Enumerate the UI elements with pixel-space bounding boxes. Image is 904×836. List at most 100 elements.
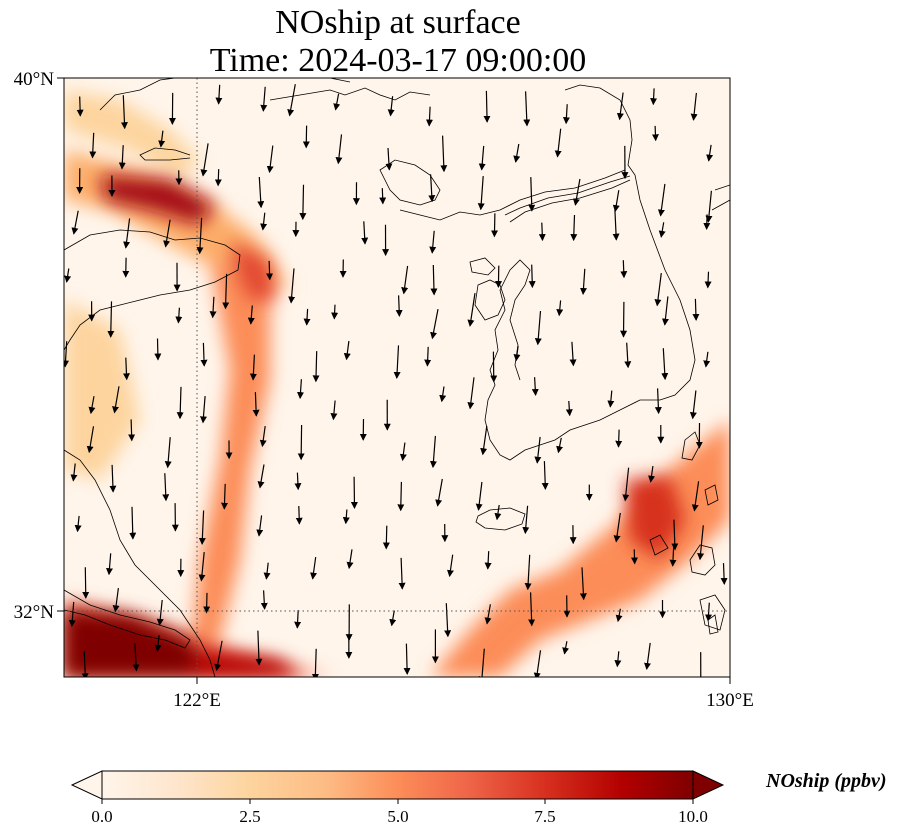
wind-arrow [430,264,438,296]
lat-tick-32N: 32°N [14,602,55,623]
wind-arrow [154,635,162,652]
wind-arrow [690,92,698,121]
wind-arrow [534,310,542,346]
wind-arrow [395,295,403,317]
wind-arrow [214,169,222,187]
wind-arrow [513,143,521,163]
wind-arrow [428,174,436,203]
wind-arrow [570,214,578,242]
wind-arrow [622,467,630,502]
wind-arrow [484,551,492,570]
colorbar-label: NOship (ppbv) [766,770,887,792]
wind-arrow [312,351,320,383]
wind-arrow [288,268,296,304]
colorbar: 0.0 2.5 5.0 7.5 10.0 [70,770,725,826]
colorbar-tick: 10.0 [678,807,708,826]
wind-arrow [562,104,570,125]
wind-arrow [297,379,305,400]
wind-arrow [435,478,443,507]
wind-arrow [260,86,268,112]
wind-arrow [648,466,655,483]
wind-arrow [467,293,476,327]
wind-arrow [266,260,274,281]
wind-arrow [162,473,170,502]
wind-arrow [430,308,439,340]
colorbar-tick: 5.0 [387,807,408,826]
wind-arrow [109,464,117,493]
wind-arrow [614,651,622,668]
wind-arrow [257,176,265,209]
wind-arrow [691,481,700,512]
wind-arrow [88,396,96,415]
wind-arrow [720,563,728,585]
wind-arrow [607,390,615,408]
wind-arrow [528,592,536,627]
concentration-field [64,78,730,677]
wind-arrow [654,273,662,307]
wind-arrow [705,602,712,622]
wind-arrow [697,525,705,561]
wind-arrow [263,562,271,580]
wind-arrow [528,177,536,212]
colorbar-tick: 0.0 [91,807,112,826]
wind-arrow [538,222,546,242]
wind-arrow [156,599,164,626]
wind-arrow [287,84,296,117]
wind-arrow [105,553,113,576]
wind-arrow [572,178,581,206]
wind-arrow [203,592,211,614]
wind-arrow [533,650,542,677]
wind-arrow [703,214,711,230]
wind-arrow [630,549,638,565]
wind-arrow [483,90,491,123]
wind-arrow [128,419,136,442]
wind-arrow [569,341,577,367]
wind-arrow [522,505,530,535]
wind-arrow [654,388,662,415]
wind-arrow [424,346,432,367]
lon-tick-130E: 130°E [706,690,754,711]
axis-ticks [57,77,731,684]
wind-arrow [163,219,171,248]
wind-arrow [439,386,447,403]
wind-arrow [214,640,223,672]
wind-arrow [580,268,587,295]
wind-arrow [565,400,573,417]
wind-arrow [524,554,532,591]
wind-arrow [615,429,623,448]
wind-arrow [64,268,72,283]
wind-arrow [76,96,84,117]
wind-arrow [71,210,79,235]
wind-arrow [705,190,713,223]
wind-arrow [475,481,483,511]
map-time-subtitle: Time: 2024-03-17 09:00:00 [209,42,587,79]
wind-arrow [399,442,407,462]
wind-arrow [401,265,409,295]
wind-arrow [612,190,620,213]
wind-arrow [651,125,659,142]
wind-arrow [446,554,454,578]
wind-arrow [259,426,267,448]
wind-arrow [158,130,166,148]
wind-arrow [669,545,677,567]
colorbar-tick: 2.5 [239,807,260,826]
wind-arrow [467,377,475,410]
colorbar-gradient [101,770,694,800]
gridlines [64,78,730,677]
wind-vectors [64,84,728,677]
wind-arrow [154,338,162,361]
wind-arrow [528,264,536,289]
wind-arrow [661,348,669,381]
plume-core-layer [64,175,685,677]
wind-arrow [200,143,209,177]
wind-arrow [556,437,564,454]
wind-arrow [556,300,564,317]
wind-arrow [297,424,305,461]
wind-arrow [644,642,651,670]
wind-arrow [120,95,128,130]
wind-arrow [123,218,131,249]
wind-arrow [82,567,90,599]
wind-arrow [255,630,263,666]
wind-arrow [661,296,669,326]
wind-arrow [671,519,679,551]
